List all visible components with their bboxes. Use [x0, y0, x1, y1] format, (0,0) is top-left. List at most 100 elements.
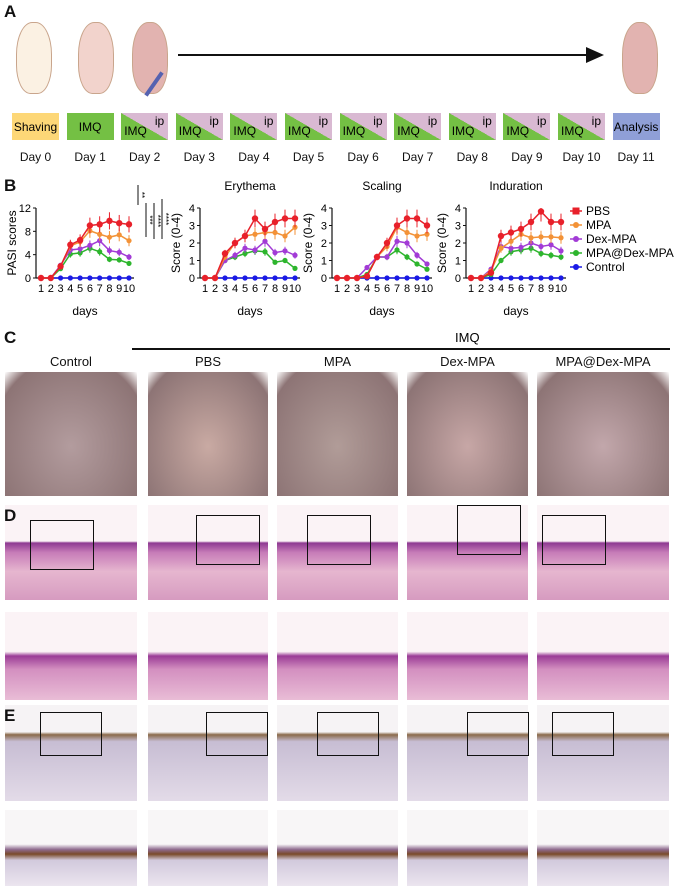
- mouse-analysis-icon: [622, 22, 658, 94]
- x-tick-label: 4: [498, 283, 504, 295]
- data-point: [222, 275, 228, 281]
- legend-marker: [573, 222, 579, 228]
- series-line-pbs: [471, 210, 561, 279]
- data-point: [242, 250, 248, 257]
- x-tick-label: 1: [468, 283, 474, 295]
- data-point: [487, 269, 495, 276]
- box-imq-text: IMQ: [561, 124, 584, 138]
- data-point: [424, 231, 430, 237]
- ihc-stain-image: [537, 705, 669, 801]
- data-point: [548, 252, 554, 258]
- x-tick-label: 7: [97, 283, 103, 295]
- data-point: [518, 275, 524, 281]
- box-text: Shaving: [13, 119, 58, 134]
- column-label: MPA: [323, 354, 352, 369]
- series-line-dex-mpa: [337, 240, 428, 279]
- x-tick-label: 9: [548, 283, 554, 295]
- x-tick-label: 8: [404, 283, 410, 295]
- timeline-box-split: IMQ ip: [285, 113, 332, 140]
- data-point: [404, 240, 410, 246]
- data-point: [528, 235, 534, 241]
- data-point: [498, 257, 504, 264]
- day-label: Day 11: [617, 150, 655, 164]
- box-ip-text: ip: [482, 114, 492, 128]
- x-tick-label: 6: [252, 283, 258, 295]
- series-line-mpa@dex-mpa: [205, 250, 296, 279]
- data-point: [291, 215, 299, 222]
- y-tick-label: 4: [321, 203, 327, 215]
- data-point: [37, 274, 45, 282]
- imq-group-line: [132, 348, 670, 350]
- data-point: [282, 248, 288, 254]
- skin-photo: [537, 372, 669, 496]
- timeline-box-split: IMQ ip: [230, 113, 278, 140]
- x-tick-label: 10: [555, 283, 567, 295]
- box-imq-text: IMQ: [288, 124, 311, 138]
- data-point: [518, 244, 524, 250]
- data-point: [272, 275, 278, 281]
- data-point: [548, 275, 554, 281]
- data-point: [97, 249, 103, 255]
- data-point: [508, 275, 514, 281]
- data-point: [424, 266, 430, 272]
- data-point: [384, 275, 390, 281]
- x-tick-label: 4: [364, 283, 370, 295]
- timeline-box-split: IMQ ip: [121, 113, 169, 140]
- data-point: [126, 260, 132, 267]
- data-point: [538, 250, 544, 257]
- legend-label: Dex-MPA: [586, 232, 636, 246]
- data-point: [508, 238, 514, 244]
- x-tick-label: 1: [38, 283, 44, 295]
- x-axis-label: days: [503, 304, 528, 318]
- data-point: [77, 275, 83, 281]
- data-point: [414, 252, 420, 258]
- ihc-stain-zoom-image: [277, 810, 398, 886]
- arrowhead-icon: [586, 47, 604, 63]
- day-label: Day 0: [19, 150, 52, 164]
- data-point: [57, 263, 64, 270]
- y-tick-label: 1: [321, 256, 327, 268]
- box-imq-text: IMQ: [342, 124, 366, 138]
- y-axis-label: Score (0-4): [301, 213, 315, 273]
- box-imq-text: IMQ: [233, 124, 257, 138]
- y-tick-label: 3: [455, 221, 461, 233]
- y-tick-label: 2: [321, 238, 327, 250]
- data-point: [333, 274, 341, 282]
- x-tick-label: 7: [394, 283, 400, 295]
- timeline-box-split: IMQ ip: [503, 113, 551, 140]
- timeline-box-split: IMQ ip: [175, 113, 223, 140]
- box-imq-text: IMQ: [451, 124, 475, 138]
- data-point: [261, 225, 269, 233]
- day-label: Day 1: [74, 150, 106, 164]
- data-point: [403, 215, 411, 222]
- chart-title: Induration: [489, 179, 542, 193]
- data-point: [558, 235, 564, 241]
- box-ip-text: ip: [427, 114, 438, 128]
- data-point: [86, 222, 94, 229]
- data-point: [373, 253, 381, 261]
- data-point: [262, 249, 268, 255]
- day-label: Day 9: [511, 150, 543, 164]
- data-point: [57, 275, 64, 281]
- he-stain-image: [537, 505, 669, 600]
- y-tick-label: 2: [189, 238, 195, 250]
- he-stain-zoom-image: [5, 612, 137, 700]
- x-tick-label: 9: [414, 283, 420, 295]
- zoom-region-box: [552, 712, 614, 756]
- data-point: [252, 275, 258, 281]
- data-point: [272, 250, 278, 256]
- x-tick-label: 9: [116, 283, 122, 295]
- day-label: Day 2: [129, 150, 161, 164]
- y-tick-label: 3: [189, 221, 195, 233]
- x-tick-label: 8: [538, 283, 544, 295]
- ihc-stain-image: [5, 705, 137, 801]
- column-label: MPA@Dex-MPA: [555, 354, 651, 369]
- mouse-shaved-icon: [16, 22, 52, 94]
- data-point: [557, 218, 565, 226]
- day-label: Day 6: [347, 150, 379, 164]
- x-tick-label: 3: [57, 283, 63, 295]
- panel-c-label: C: [4, 328, 17, 347]
- legend-label: MPA: [586, 218, 611, 232]
- mouse-injection-icon: [132, 22, 168, 94]
- x-tick-label: 8: [106, 283, 112, 295]
